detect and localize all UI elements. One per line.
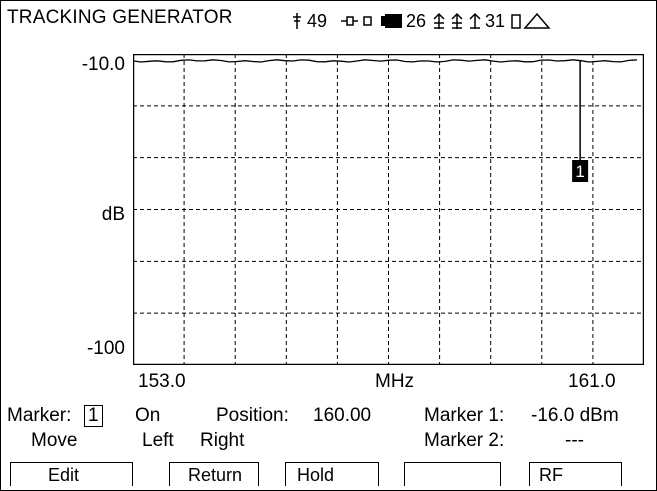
right-value: 31: [485, 11, 505, 31]
battery-icon: [381, 14, 402, 28]
x-axis-right-label: 161.0: [568, 371, 616, 392]
plot-frame: [133, 54, 644, 365]
position-label: Position:: [216, 405, 289, 426]
x-axis-unit-label: MHz: [375, 371, 415, 392]
marker-label: Marker:: [7, 405, 72, 426]
move-left-option[interactable]: Left: [142, 430, 174, 451]
trace-line: [133, 59, 638, 63]
card-icon: [511, 14, 521, 29]
move-right-option[interactable]: Right: [200, 430, 245, 451]
y-axis-unit-label: dB: [101, 204, 125, 225]
x-axis-left-label: 153.0: [138, 371, 186, 392]
y-axis-top-label: -10.0: [81, 54, 125, 75]
marker-flag-label: 1: [575, 162, 584, 181]
mode-title: TRACKING GENERATOR: [7, 7, 233, 28]
marker1-value: -16.0 dBm: [531, 405, 619, 426]
connector-icon: [341, 16, 372, 26]
softkey-rf[interactable]: RF: [529, 462, 622, 486]
signal-value: 49: [307, 11, 327, 31]
softkey-hold[interactable]: Hold: [285, 462, 379, 486]
status-icons: 49 26 31: [293, 11, 551, 31]
battery-value: 26: [406, 11, 426, 31]
position-value[interactable]: 160.00: [313, 405, 372, 426]
marker1-label: Marker 1:: [424, 405, 505, 426]
softkey-return[interactable]: Return: [169, 462, 259, 486]
plot-grid: [133, 54, 644, 365]
marker-flag[interactable]: [572, 160, 589, 182]
marker-number-box[interactable]: 1: [84, 405, 103, 427]
marker2-label: Marker 2:: [424, 430, 505, 451]
marker2-value: ---: [565, 430, 584, 451]
antenna-icon: [293, 13, 301, 29]
temperature-icon: [433, 12, 481, 29]
marker-state[interactable]: On: [135, 405, 161, 426]
y-axis-bottom-label: -100: [86, 338, 125, 359]
warning-icon: [523, 12, 551, 29]
softkey-blank[interactable]: [404, 462, 501, 486]
trace-plot: 1: [133, 54, 644, 365]
softkey-edit[interactable]: Edit: [10, 462, 133, 486]
move-label: Move: [31, 430, 78, 451]
